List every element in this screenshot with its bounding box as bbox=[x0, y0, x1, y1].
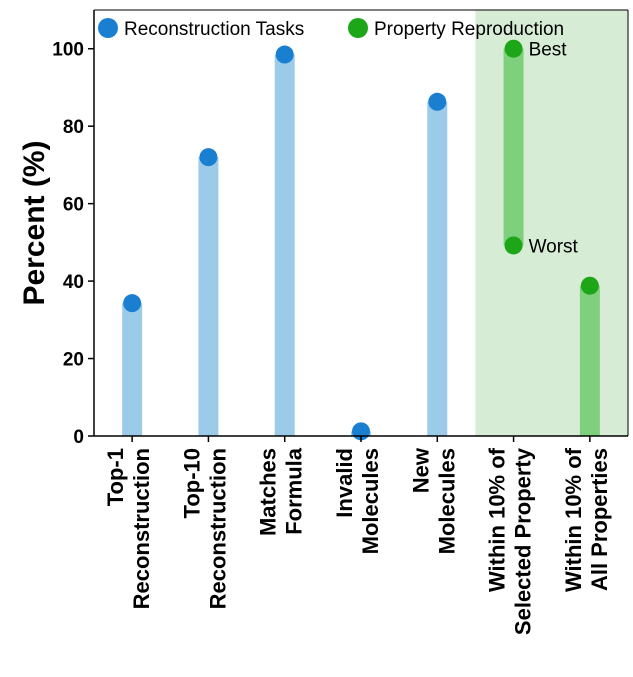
x-tick-label-3-0: Invalid bbox=[332, 448, 357, 518]
x-tick-label-0-1: Reconstruction bbox=[129, 448, 154, 609]
reconstruction-bar-0 bbox=[122, 303, 143, 436]
y-axis-title: Percent (%) bbox=[18, 140, 51, 305]
x-tick-label-6-1: All Properties bbox=[587, 448, 612, 591]
property-point-low-0 bbox=[504, 236, 523, 255]
property-point-0 bbox=[504, 39, 523, 58]
legend-marker-reconstruction bbox=[98, 18, 118, 38]
x-tick-label-3-1: Molecules bbox=[358, 448, 383, 554]
property-bar-0 bbox=[503, 48, 524, 246]
x-tick-label-2-1: Formula bbox=[282, 447, 307, 535]
x-tick-label-1-0: Top-10 bbox=[179, 448, 204, 518]
y-tick-label-20: 20 bbox=[63, 350, 84, 371]
x-tick-label-6-0: Within 10% of bbox=[561, 447, 586, 592]
reconstruction-point-4 bbox=[428, 92, 447, 111]
reconstruction-point-1 bbox=[199, 148, 218, 167]
reconstruction-bar-2 bbox=[274, 54, 295, 436]
reconstruction-bar-4 bbox=[427, 101, 448, 437]
annotation-best: Best bbox=[529, 40, 568, 61]
legend-marker-property bbox=[348, 18, 368, 38]
y-tick-label-60: 60 bbox=[63, 195, 84, 216]
annotation-worst: Worst bbox=[529, 236, 579, 257]
x-tick-label-1-1: Reconstruction bbox=[205, 448, 230, 609]
y-tick-label-80: 80 bbox=[63, 117, 84, 138]
x-tick-label-0-0: Top-1 bbox=[103, 448, 128, 506]
reconstruction-bar-1 bbox=[198, 157, 219, 436]
x-tick-label-5-1: Selected Property bbox=[511, 447, 536, 635]
legend-label-property: Property Reproduction bbox=[374, 19, 564, 40]
y-tick-label-40: 40 bbox=[63, 272, 84, 293]
property-reproduction-region bbox=[475, 10, 628, 436]
reconstruction-point-2 bbox=[275, 45, 294, 64]
x-tick-label-5-0: Within 10% of bbox=[485, 447, 510, 592]
property-point-1 bbox=[580, 276, 599, 295]
x-tick-label-4-1: Molecules bbox=[434, 448, 459, 554]
x-tick-label-2-0: Matches bbox=[256, 448, 281, 536]
legend-label-reconstruction: Reconstruction Tasks bbox=[124, 19, 304, 40]
y-tick-label-0: 0 bbox=[73, 427, 84, 448]
y-tick-label-100: 100 bbox=[52, 40, 84, 61]
x-tick-label-4-0: New bbox=[408, 447, 433, 493]
reconstruction-point-0 bbox=[123, 294, 142, 313]
property-bar-1 bbox=[579, 285, 600, 436]
